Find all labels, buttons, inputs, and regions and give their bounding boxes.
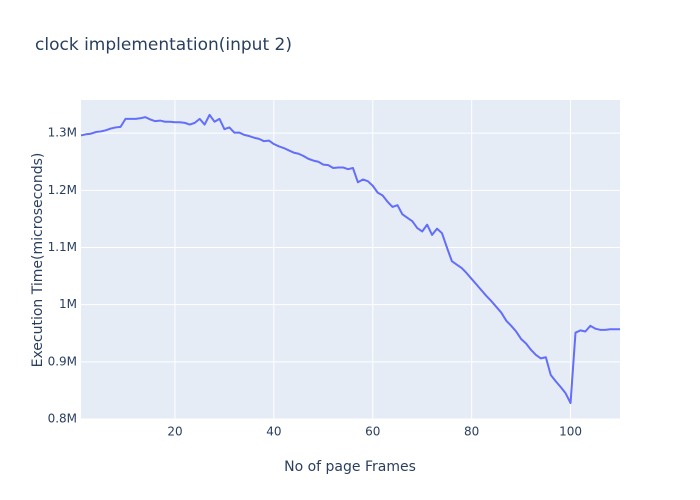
- x-tick-label: 60: [365, 425, 380, 439]
- y-tick-label: 0.8M: [48, 412, 77, 426]
- x-tick-label: 100: [559, 425, 582, 439]
- x-tick-label: 40: [266, 425, 281, 439]
- y-tick-label: 1M: [59, 297, 77, 311]
- x-tick-label: 80: [464, 425, 479, 439]
- chart-title: clock implementation(input 2): [35, 35, 292, 55]
- line: [80, 113, 620, 404]
- y-axis-title: Execution Time(microseconds): [30, 153, 46, 368]
- x-axis-title: No of page Frames: [284, 459, 416, 475]
- y-tick-label: 1.1M: [48, 240, 77, 254]
- y-tick-label: 0.9M: [48, 354, 77, 368]
- x-tick-label: 20: [167, 425, 182, 439]
- y-tick-label: 1.2M: [48, 183, 77, 197]
- y-tick-label: 1.3M: [48, 126, 77, 140]
- plot-area: [81, 100, 620, 419]
